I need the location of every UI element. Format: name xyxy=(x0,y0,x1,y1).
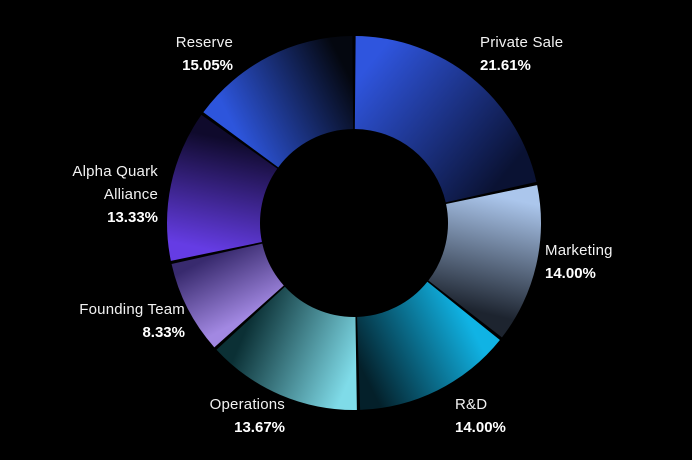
slice-operations[interactable] xyxy=(216,286,357,411)
slice-r-d[interactable] xyxy=(357,281,500,410)
slice-reserve[interactable] xyxy=(203,36,354,168)
slice-private-sale[interactable] xyxy=(354,36,537,203)
slice-marketing[interactable] xyxy=(428,185,542,338)
slice-alpha-quark-alliance[interactable] xyxy=(166,114,278,261)
slice-founding-team[interactable] xyxy=(171,243,284,348)
